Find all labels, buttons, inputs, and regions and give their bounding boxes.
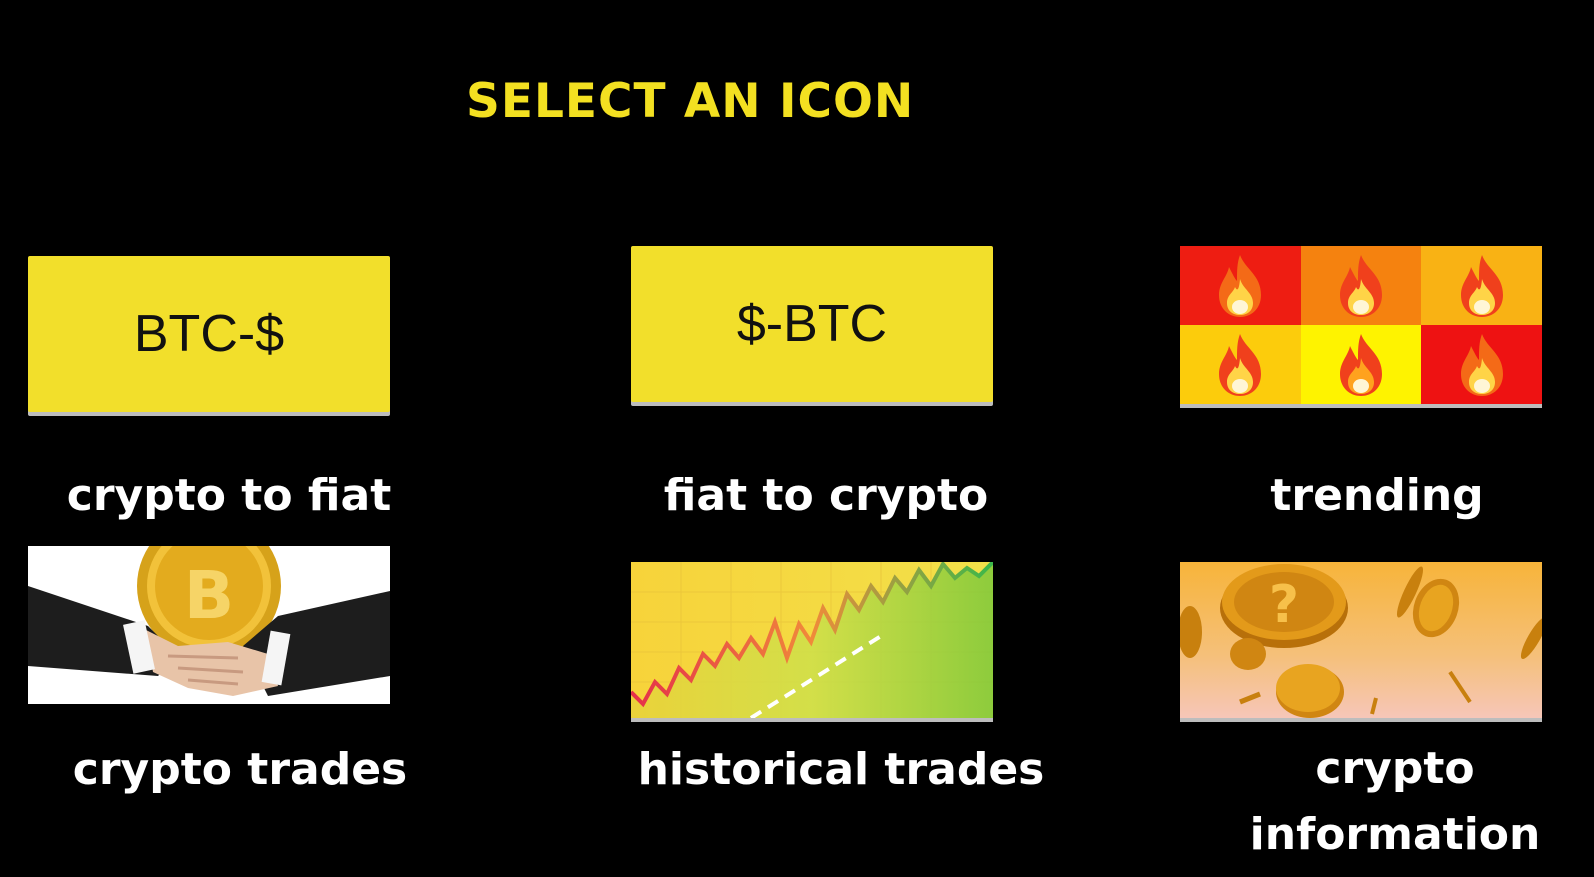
fire-icon-grid [1180, 246, 1542, 404]
crypto-trades-button[interactable]: B [28, 546, 390, 704]
historical-trades-button[interactable] [631, 562, 993, 718]
fire-icon [1180, 325, 1301, 404]
fire-icon [1300, 325, 1422, 404]
trending-button[interactable] [1180, 246, 1542, 404]
fiat-to-crypto-tile-text: $-BTC [736, 295, 888, 353]
crypto-to-fiat-tile-text: BTC-$ [133, 305, 285, 363]
crypto-information-button[interactable]: ? [1180, 562, 1542, 718]
fire-icon [1180, 246, 1301, 325]
crypto-to-fiat-button[interactable]: BTC-$ [28, 256, 390, 412]
fire-icon [1421, 325, 1542, 404]
coins-question-icon: ? [1180, 562, 1542, 718]
crypto-information-label[interactable]: crypto information [1210, 736, 1580, 868]
svg-text:?: ? [1269, 575, 1299, 635]
historical-trades-label[interactable]: historical trades [637, 744, 1045, 795]
fire-icon [1300, 246, 1422, 325]
fire-icon [1421, 246, 1542, 325]
page-title: SELECT AN ICON [466, 74, 915, 129]
trending-label[interactable]: trending [1270, 470, 1484, 521]
stock-chart-icon [631, 562, 993, 718]
crypto-to-fiat-label[interactable]: crypto to fiat [66, 470, 392, 521]
fiat-to-crypto-button[interactable]: $-BTC [631, 246, 993, 402]
crypto-trades-label[interactable]: crypto trades [72, 744, 408, 795]
handshake-bitcoin-icon: B [28, 546, 390, 704]
fiat-to-crypto-label[interactable]: fiat to crypto [663, 470, 989, 521]
crypto-information-label-line2: information [1249, 809, 1541, 860]
svg-text:B: B [184, 557, 234, 634]
crypto-information-label-line1: crypto [1315, 743, 1475, 794]
